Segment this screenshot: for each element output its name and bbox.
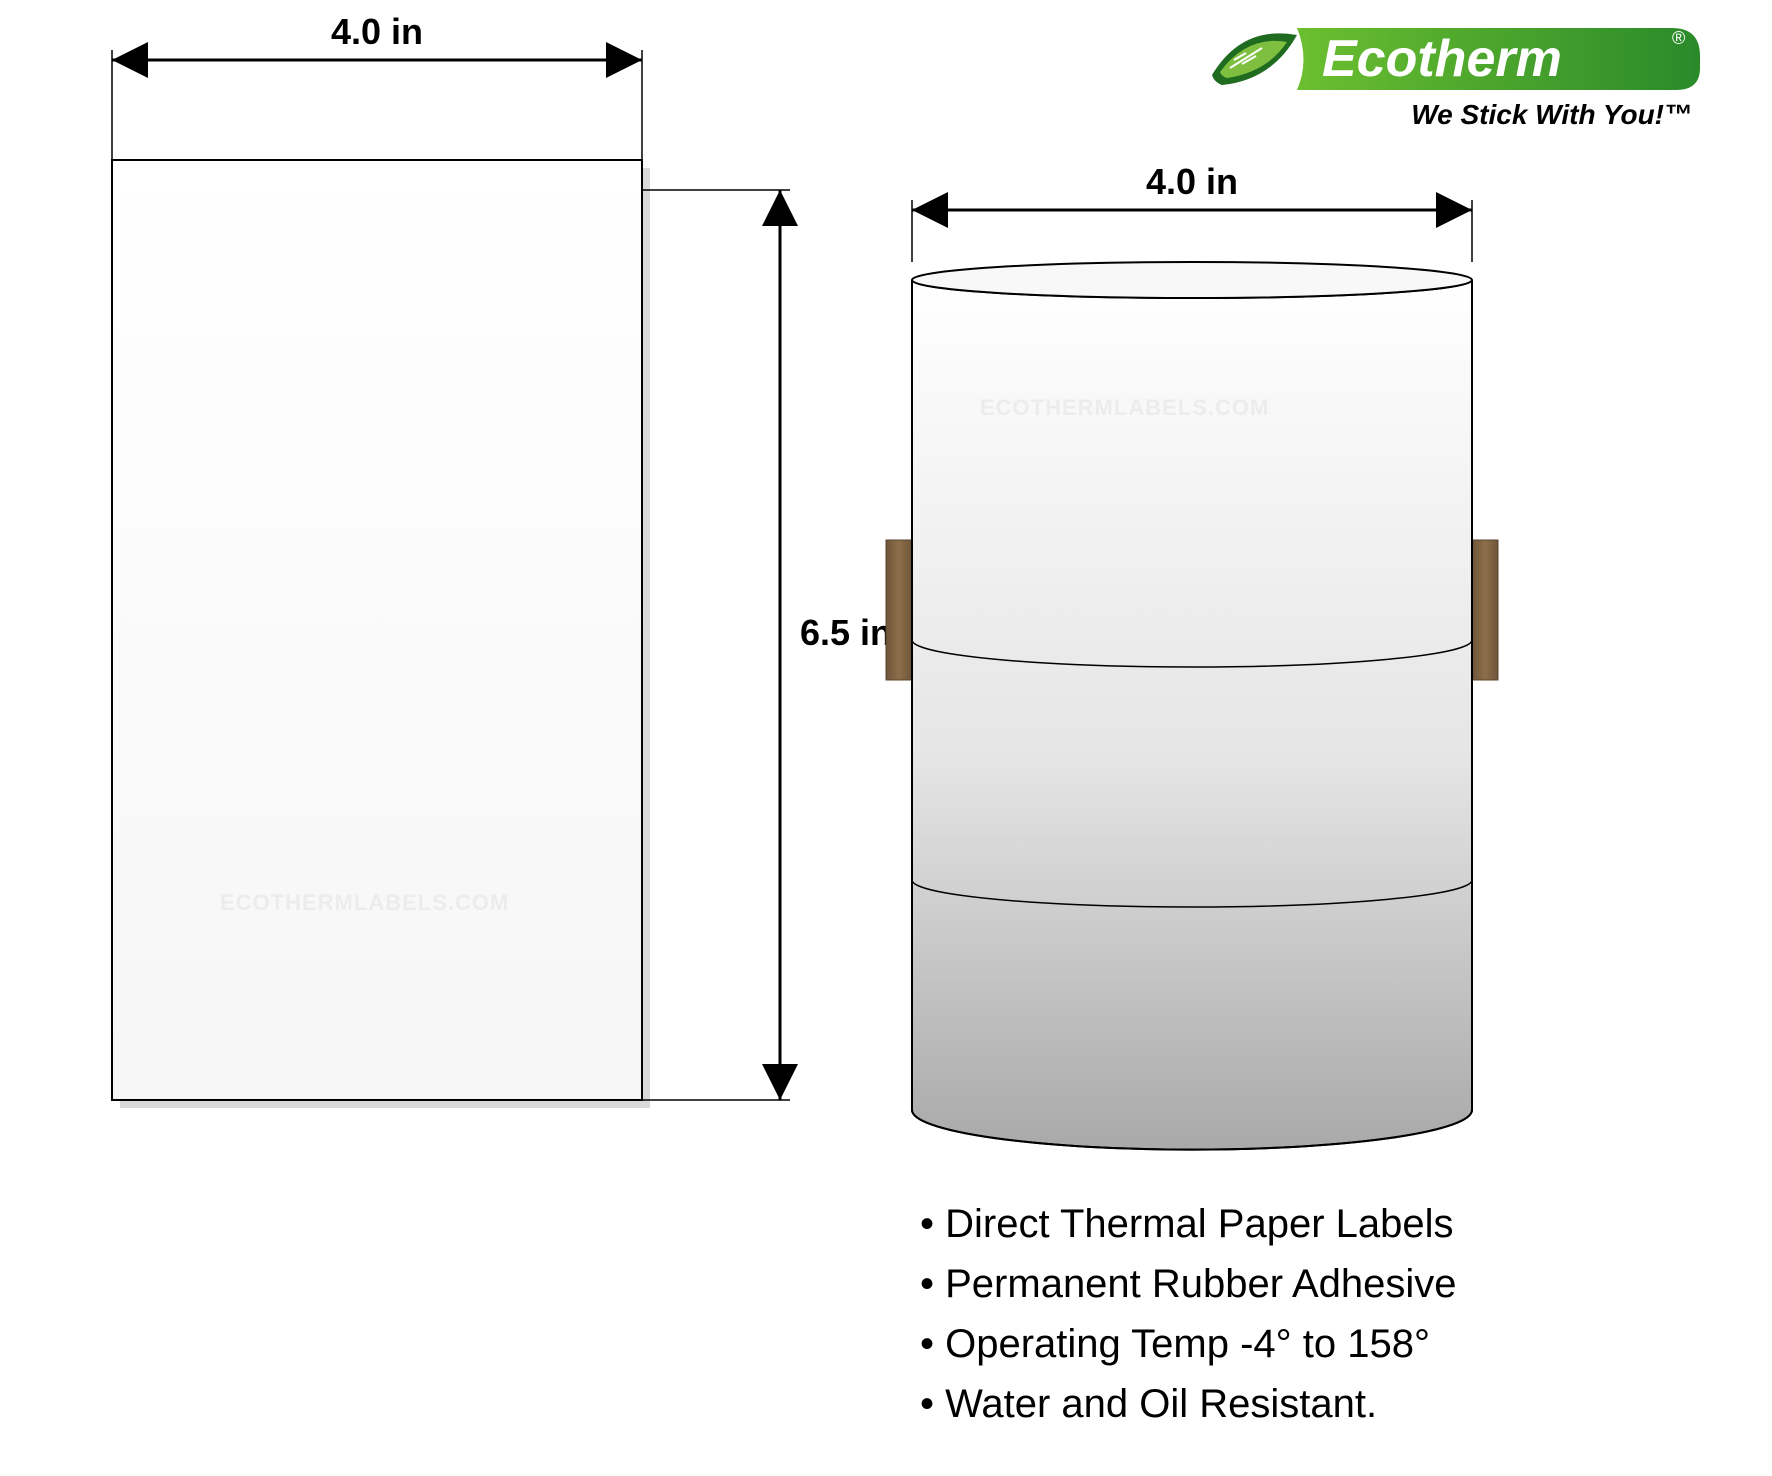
width-label-roll: 4.0 in [1146,161,1238,202]
width-label-left: 4.0 in [331,11,423,52]
feature-item: Permanent Rubber Adhesive [920,1254,1457,1314]
roll-core-left [886,540,912,680]
dimension-height: 6.5 in [642,190,892,1100]
dimension-width-roll: 4.0 in [912,161,1472,262]
dimension-width-left: 4.0 in [112,11,642,160]
height-label: 6.5 in [800,612,892,653]
watermark: ECOTHERMLABELS.COM [220,890,509,916]
label-rectangle [112,160,642,1100]
flat-label [112,160,650,1108]
feature-item: Direct Thermal Paper Labels [920,1194,1457,1254]
watermark: ECOTHERMLABELS.COM [970,610,1259,636]
roll-top-edge [912,262,1472,298]
watermark: ECOTHERMLABELS.COM [980,395,1269,421]
feature-list: Direct Thermal Paper LabelsPermanent Rub… [880,1194,1457,1434]
roll-core-right [1472,540,1498,680]
product-diagram: Ecotherm ® We Stick With You!™ [0,0,1772,1476]
feature-item: Operating Temp -4° to 158° [920,1314,1457,1374]
feature-item: Water and Oil Resistant. [920,1374,1457,1434]
